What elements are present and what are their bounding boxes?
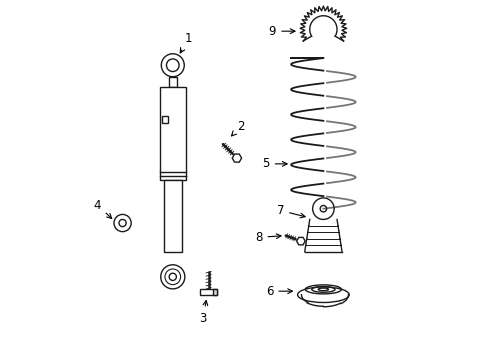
- Text: 1: 1: [180, 32, 192, 53]
- Text: 6: 6: [265, 285, 292, 298]
- Text: 8: 8: [255, 231, 281, 244]
- Polygon shape: [232, 154, 241, 162]
- Text: 7: 7: [276, 204, 305, 218]
- Text: 4: 4: [94, 199, 112, 219]
- Bar: [162, 116, 168, 123]
- Text: 9: 9: [268, 25, 294, 38]
- Text: 2: 2: [231, 120, 244, 136]
- Bar: [212, 289, 217, 295]
- Bar: [200, 289, 217, 295]
- Text: 3: 3: [199, 301, 207, 325]
- Bar: [168, 77, 176, 87]
- Text: 5: 5: [262, 157, 286, 170]
- Polygon shape: [296, 237, 305, 245]
- Bar: [160, 87, 185, 180]
- Bar: [163, 180, 182, 252]
